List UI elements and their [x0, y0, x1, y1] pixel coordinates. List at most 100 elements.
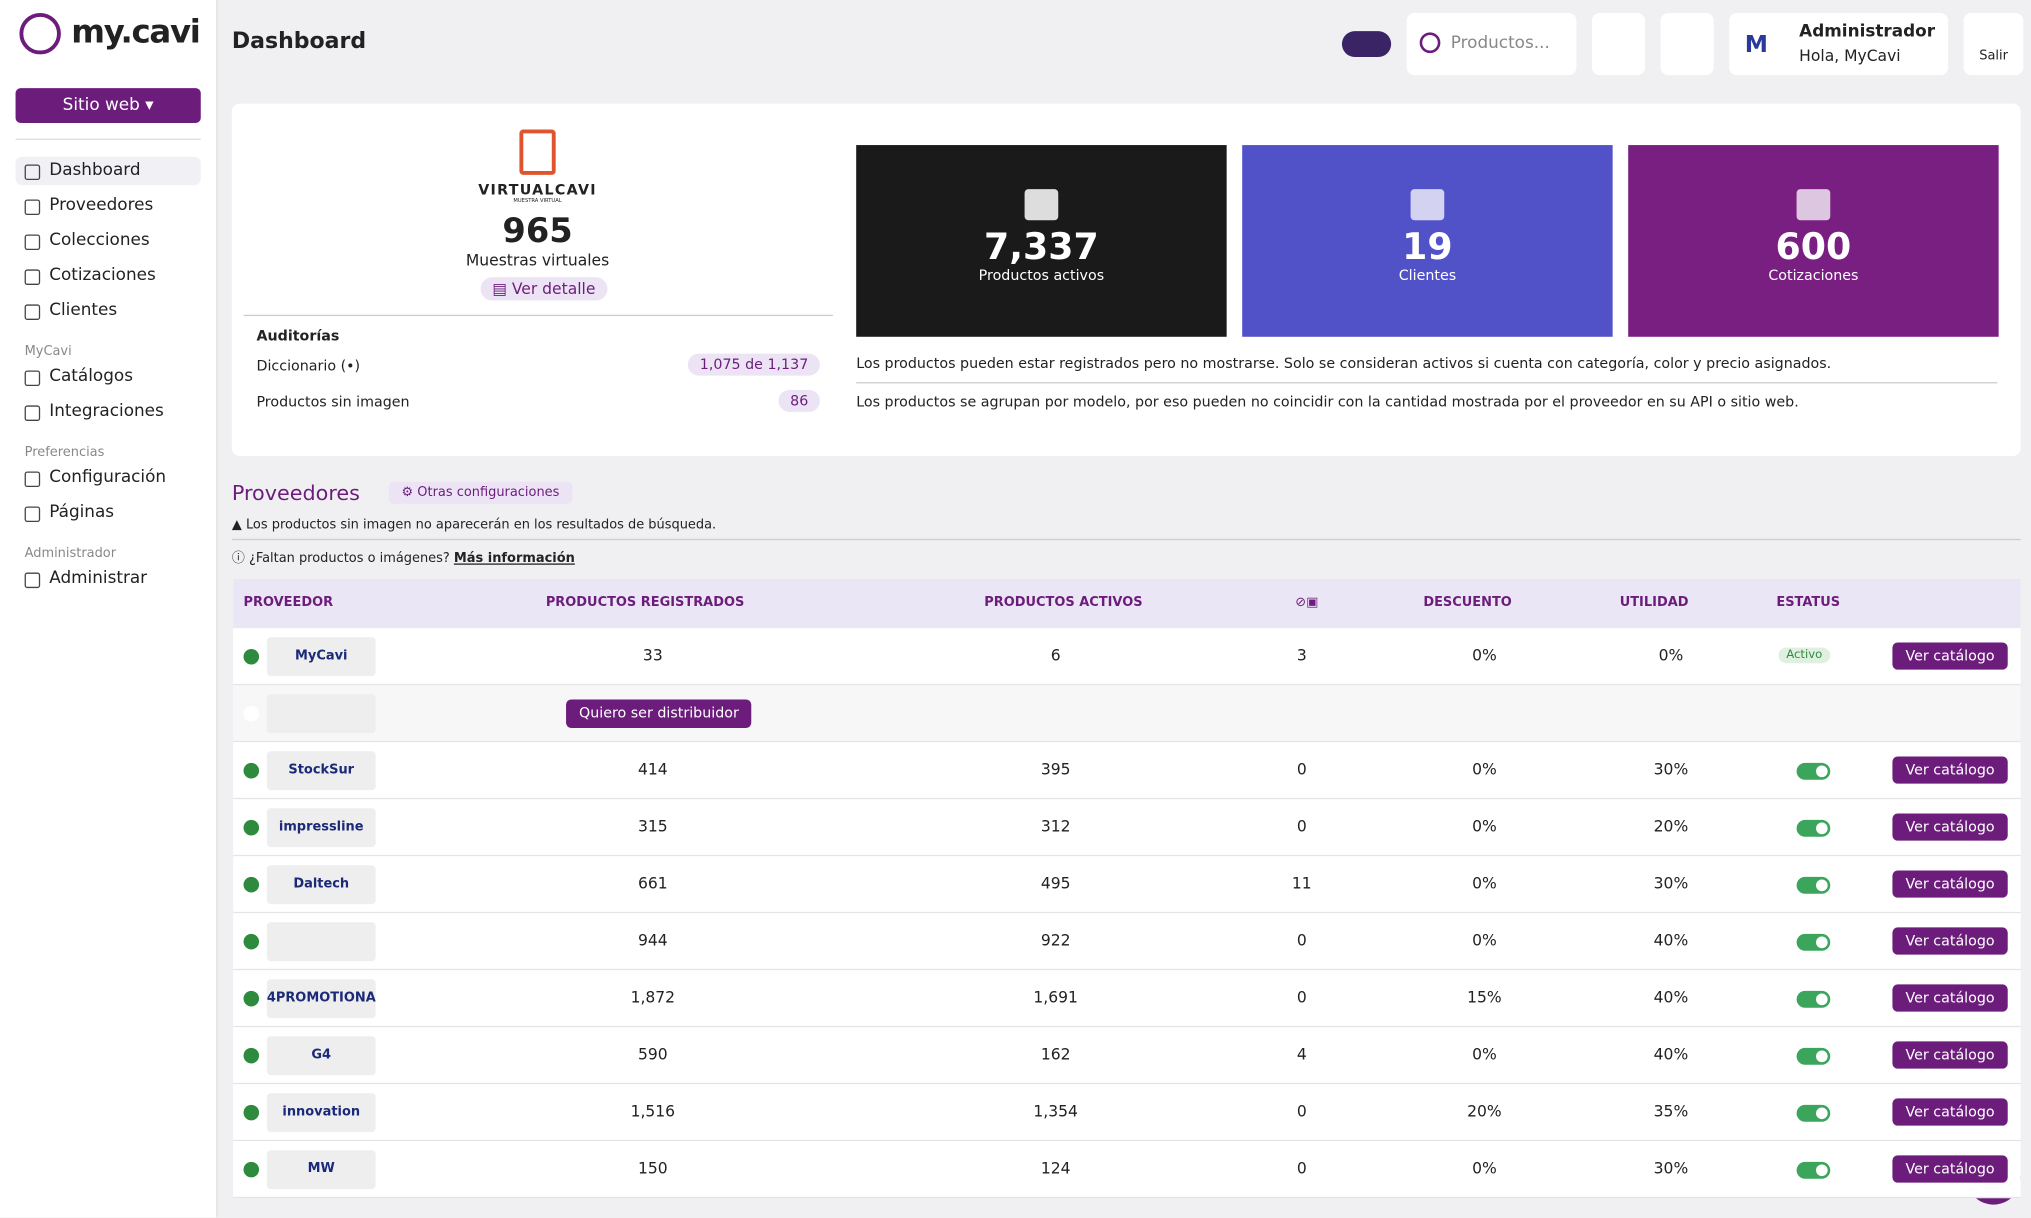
table-row	[233, 1084, 2021, 1142]
status-toggle[interactable]	[1796, 933, 1831, 951]
nav-item[interactable]: Clientes	[16, 297, 201, 325]
status-toggle[interactable]	[1796, 762, 1831, 780]
nav-icon	[24, 572, 41, 589]
catalog-button[interactable]: Ver catálogo	[1892, 642, 2008, 670]
cell-utility: 40%	[1653, 931, 1689, 950]
site-button[interactable]: Sitio web ▾	[15, 88, 201, 124]
table-row	[233, 1027, 2021, 1085]
stat-label: Cotizaciones	[1768, 266, 1859, 284]
catalog-button[interactable]: Ver catálogo	[1892, 1098, 2008, 1126]
cell-discount: 20%	[1467, 1102, 1502, 1121]
table-row	[233, 742, 2021, 800]
cell-no-image: 0	[1296, 931, 1307, 950]
status-toggle[interactable]	[1796, 1104, 1831, 1122]
column-header: UTILIDAD	[1619, 595, 1689, 611]
theme-toggle[interactable]	[1341, 31, 1392, 57]
nav-item[interactable]: Administrar	[16, 565, 201, 593]
nav-icon	[24, 370, 41, 386]
cell-active: 922	[1040, 931, 1071, 950]
cell-discount: 0%	[1472, 760, 1497, 779]
config-button[interactable]: ⚙ Otras configuraciones	[388, 481, 573, 504]
cell-active: 1,354	[1033, 1102, 1078, 1121]
nav-item[interactable]: Proveedores	[16, 192, 201, 220]
nav-icon	[24, 471, 41, 488]
stat-card: 7,337 Productos activos	[856, 145, 1227, 337]
cell-no-image: 11	[1291, 874, 1312, 893]
logo-icon	[19, 12, 61, 55]
stat-icon	[1024, 189, 1059, 221]
page-title: Dashboard	[231, 28, 367, 55]
detail-button[interactable]: ▤ Ver detalle	[480, 277, 608, 301]
virtualcavi-brand: VIRTUALCAVI	[478, 181, 597, 199]
status-toggle[interactable]	[1796, 876, 1831, 894]
catalog-button[interactable]: Ver catálogo	[1892, 1155, 2008, 1183]
provider-logo: Daltech	[266, 865, 376, 905]
providers-title: Proveedores	[231, 480, 360, 506]
cell-active: 124	[1040, 1159, 1071, 1178]
user-greeting: Hola, MyCavi	[1799, 46, 1901, 65]
cell-no-image: 4	[1296, 1045, 1307, 1064]
help-link[interactable]: Más información	[453, 551, 575, 567]
stat-icon	[1410, 189, 1445, 221]
row-icon	[243, 1104, 260, 1121]
cell-registered: 315	[637, 817, 668, 836]
cell-active: 6	[1050, 646, 1061, 665]
warning: ▲ Los productos sin imagen no aparecerán…	[231, 518, 717, 533]
status-toggle[interactable]	[1796, 1047, 1831, 1065]
samples-count: 965	[502, 212, 573, 252]
site-button-label: Sitio web	[62, 95, 140, 116]
nav-icon	[24, 269, 41, 285]
status-toggle[interactable]	[1796, 819, 1831, 837]
column-header: DESCUENTO	[1423, 595, 1512, 611]
status-toggle[interactable]	[1796, 990, 1831, 1008]
table-row	[233, 970, 2021, 1028]
cell-discount: 0%	[1472, 1159, 1497, 1178]
cell-no-image: 0	[1296, 1159, 1307, 1178]
nav-item[interactable]: Cotizaciones	[16, 262, 201, 290]
nav-item[interactable]: Integraciones	[16, 398, 201, 426]
cell-active: 395	[1040, 760, 1071, 779]
nav-icon	[24, 405, 41, 421]
cell-utility: 35%	[1653, 1102, 1689, 1121]
audit-value: 1,075 de 1,137	[688, 353, 820, 376]
nav-heading: Administrador	[24, 546, 117, 561]
provider-logo: MyCavi	[266, 637, 376, 677]
row-icon	[243, 1161, 260, 1178]
sidebar: my.cavi Sitio web ▾ Dashboard Proveedores…	[0, 0, 218, 1218]
search-box[interactable]: Productos...	[1406, 12, 1577, 76]
row-icon	[243, 705, 260, 722]
row-icon	[243, 762, 260, 779]
notifications-button[interactable]	[1591, 12, 1646, 76]
logout-button[interactable]: Salir	[1963, 12, 2024, 76]
user-name: Administrador	[1799, 22, 1936, 42]
stat-card: 600 Cotizaciones	[1628, 145, 1999, 337]
cell-no-image: 0	[1296, 1102, 1307, 1121]
table-row	[233, 913, 2021, 971]
catalog-button[interactable]: Ver catálogo	[1892, 927, 2008, 955]
catalog-button[interactable]: Ver catálogo	[1892, 813, 2008, 841]
status-toggle[interactable]	[1796, 1161, 1831, 1179]
nav-item[interactable]: Dashboard	[15, 156, 201, 186]
provider-logo: 4PROMOTIONAL	[266, 979, 376, 1019]
launch-button[interactable]	[1660, 12, 1714, 76]
user-menu[interactable]: M Administrador Hola, MyCavi	[1729, 12, 1949, 76]
nav-item[interactable]: Configuración	[16, 464, 201, 492]
cell-discount: 0%	[1472, 646, 1497, 665]
catalog-button[interactable]: Ver catálogo	[1892, 984, 2008, 1012]
cell-utility: 30%	[1653, 874, 1689, 893]
catalog-button[interactable]: Ver catálogo	[1892, 1041, 2008, 1069]
provider-logo: StockSur	[266, 751, 376, 791]
cell-discount: 0%	[1472, 874, 1497, 893]
audit-label: Diccionario (•)	[256, 357, 361, 375]
divider	[243, 314, 833, 317]
distributor-button[interactable]: Quiero ser distribuidor	[566, 699, 752, 728]
nav-item[interactable]: Páginas	[16, 499, 201, 527]
cell-discount: 0%	[1472, 817, 1497, 836]
cell-registered: 661	[637, 874, 668, 893]
catalog-button[interactable]: Ver catálogo	[1892, 870, 2008, 898]
catalog-button[interactable]: Ver catálogo	[1892, 756, 2008, 784]
nav-item[interactable]: Colecciones	[16, 227, 201, 255]
cell-active: 162	[1040, 1045, 1071, 1064]
nav-item[interactable]: Catálogos	[16, 363, 201, 391]
table-row	[233, 685, 2021, 743]
